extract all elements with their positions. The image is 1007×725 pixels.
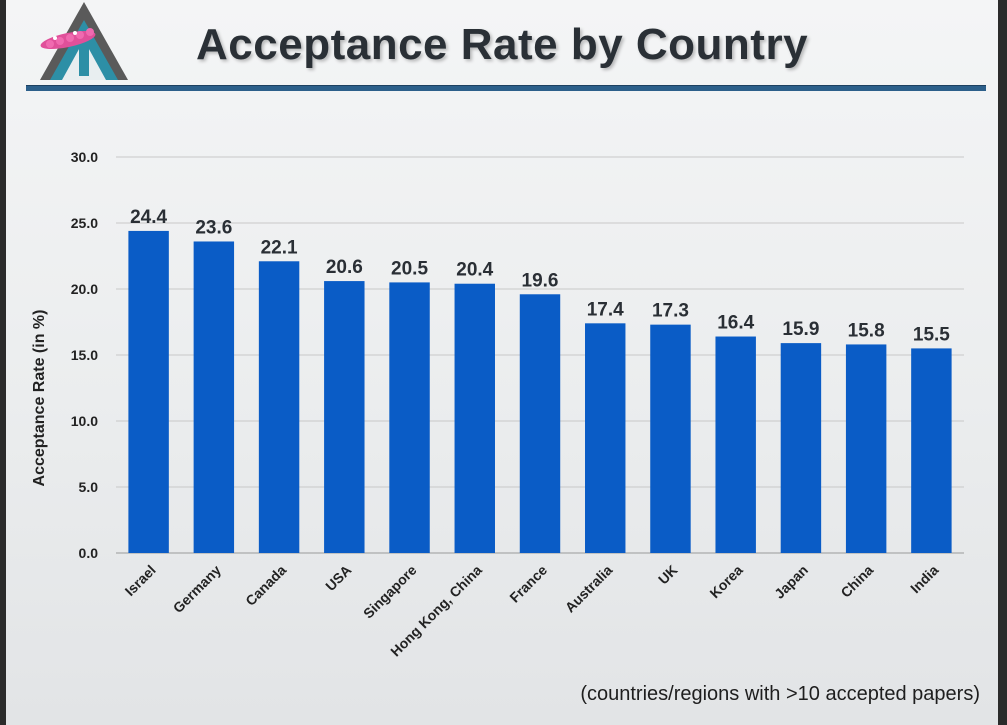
slide: Acceptance Rate by Country 0.0 5.0 10.0 15.…: [6, 0, 998, 725]
value-label: 17.4: [587, 299, 624, 320]
x-tick-label: Australia: [562, 562, 616, 616]
bar-india: [911, 348, 952, 553]
bar-usa: [324, 281, 365, 553]
bars: [128, 230, 952, 554]
x-tick-label: China: [837, 562, 876, 601]
y-tick-label: 10.0: [71, 413, 98, 429]
title-divider: [26, 85, 986, 91]
value-label: 15.9: [782, 319, 819, 340]
value-label: 23.6: [195, 217, 232, 238]
bar-uk: [650, 324, 691, 553]
bar-japan: [780, 343, 822, 553]
x-tick-label: USA: [322, 562, 354, 594]
value-label: 24.4: [130, 207, 167, 228]
value-label: 15.5: [913, 324, 950, 345]
y-axis-label: Acceptance Rate (in %): [31, 310, 48, 487]
bar-germany: [193, 241, 235, 554]
bar-france: [519, 294, 561, 553]
value-label: 19.6: [522, 270, 559, 291]
bar-australia: [585, 323, 626, 553]
bar-china: [845, 344, 887, 553]
value-label: 15.8: [848, 320, 885, 341]
value-label: 20.4: [456, 260, 493, 281]
y-tick-label: 25.0: [71, 215, 98, 231]
x-tick-label: Israel: [122, 562, 159, 599]
y-tick-label: 20.0: [71, 281, 98, 297]
x-tick-label: India: [907, 562, 942, 597]
slide-title: Acceptance Rate by Country: [196, 20, 809, 69]
value-label: 17.3: [652, 301, 689, 322]
value-label: 20.5: [391, 258, 428, 279]
y-tick-label: 0.0: [79, 545, 99, 561]
value-labels: 24.4 23.6 22.1 20.6 20.5 20.4 19.6 17.4 17.3 16.4…: [130, 207, 950, 345]
y-tick-labels: 0.0 5.0 10.0 15.0 20.0 25.0 30.0: [71, 149, 98, 561]
x-tick-label: Singapore: [360, 562, 420, 622]
y-tick-label: 15.0: [71, 347, 98, 363]
footnote: (countries/regions with >10 accepted pap…: [580, 683, 980, 705]
x-tick-label: UK: [655, 562, 681, 588]
value-label: 16.4: [717, 313, 754, 334]
x-tick-label: Canada: [242, 562, 289, 609]
bar-canada: [258, 261, 300, 553]
bar-hong-kong-china: [454, 283, 495, 553]
bar-chart: 0.05.010.015.020.025.030.0 24.423.622.12…: [31, 149, 964, 660]
x-tick-label: Germany: [170, 562, 224, 616]
x-tick-label: Korea: [706, 562, 746, 602]
y-tick-label: 5.0: [79, 479, 99, 495]
value-label: 22.1: [261, 237, 298, 258]
value-label: 20.6: [326, 257, 363, 278]
conference-logo: [40, 2, 128, 80]
bar-singapore: [389, 282, 430, 553]
bar-israel: [128, 230, 169, 554]
x-tick-label: France: [506, 562, 550, 606]
x-tick-label: Japan: [771, 562, 811, 602]
bar-korea: [715, 336, 756, 553]
y-tick-label: 30.0: [71, 149, 98, 165]
